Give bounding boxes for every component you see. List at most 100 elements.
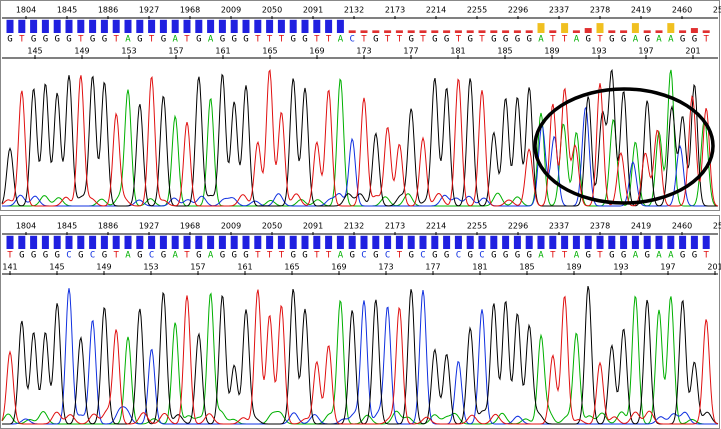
position-label: 1968 xyxy=(180,6,200,15)
quality-bar xyxy=(171,235,179,249)
base-call: G xyxy=(196,35,201,45)
quality-bar xyxy=(572,235,580,249)
quality-bar xyxy=(148,235,156,249)
base-call: G xyxy=(243,35,248,45)
base-call: G xyxy=(432,251,437,261)
position-label: 2378 xyxy=(590,6,610,15)
base-call: G xyxy=(408,35,413,45)
base-call: G xyxy=(243,251,248,261)
quality-bar xyxy=(655,30,663,33)
base-call: A xyxy=(656,251,662,261)
quality-bar xyxy=(77,19,85,33)
quality-bar xyxy=(419,30,427,33)
base-call: C xyxy=(420,251,425,261)
base-number: 177 xyxy=(403,47,418,56)
quality-bar xyxy=(30,19,38,33)
base-call: G xyxy=(290,35,295,45)
traces xyxy=(1,68,719,425)
base-call: T xyxy=(397,251,403,261)
base-number: 145 xyxy=(27,47,42,56)
quality-bar xyxy=(207,235,215,249)
quality-bar xyxy=(584,28,592,33)
base-call: T xyxy=(326,251,332,261)
base-call: A xyxy=(668,35,674,45)
position-label: 2173 xyxy=(385,6,405,15)
quality-bar xyxy=(348,30,356,33)
base-call: G xyxy=(408,251,413,261)
position-label: 2009 xyxy=(221,222,241,231)
highlight-ellipse xyxy=(533,87,715,205)
base-call: A xyxy=(125,35,131,45)
base-number: 201 xyxy=(707,263,721,272)
base-call: G xyxy=(78,251,83,261)
quality-bar xyxy=(313,19,321,33)
quality-bar xyxy=(242,19,250,33)
base-call: G xyxy=(137,251,142,261)
trace xyxy=(1,68,718,207)
quality-bar xyxy=(41,19,49,33)
quality-bar xyxy=(159,235,167,249)
base-number: 157 xyxy=(168,47,183,56)
base-number: 165 xyxy=(284,263,299,272)
quality-bar xyxy=(502,30,510,33)
base-number: 197 xyxy=(660,263,675,272)
base-call: T xyxy=(597,35,603,45)
base-call: G xyxy=(467,251,472,261)
base-call: G xyxy=(692,251,697,261)
quality-bar xyxy=(18,19,26,33)
base-call: A xyxy=(633,35,639,45)
base-call: T xyxy=(255,35,261,45)
base-call: T xyxy=(149,35,155,45)
base-call: G xyxy=(491,35,496,45)
base-call: G xyxy=(526,35,531,45)
base-number: 161 xyxy=(215,47,230,56)
trace xyxy=(1,292,718,425)
quality-bar xyxy=(690,28,698,33)
base-call: C xyxy=(66,251,71,261)
quality-bar xyxy=(289,19,297,33)
base-call: G xyxy=(302,35,307,45)
base-call: G xyxy=(161,251,166,261)
base-call: C xyxy=(349,35,354,45)
quality-bar xyxy=(679,235,687,249)
quality-bar xyxy=(525,30,533,33)
base-call: T xyxy=(703,35,709,45)
base-call: T xyxy=(361,35,367,45)
base-call: G xyxy=(526,251,531,261)
quality-bar xyxy=(631,23,639,33)
quality-bar xyxy=(478,235,486,249)
quality-bar xyxy=(30,235,38,249)
quality-bar xyxy=(65,19,73,33)
base-call: G xyxy=(290,251,295,261)
base-call: A xyxy=(338,35,344,45)
base-call: T xyxy=(550,251,556,261)
base-number: 181 xyxy=(450,47,465,56)
base-number: 153 xyxy=(121,47,136,56)
base-call: T xyxy=(562,35,568,45)
base-call: G xyxy=(349,251,354,261)
quality-bar xyxy=(608,30,616,33)
base-call: G xyxy=(196,251,201,261)
base-number: 149 xyxy=(96,263,111,272)
base-call: T xyxy=(113,35,119,45)
base-call: G xyxy=(54,251,59,261)
quality-bar xyxy=(537,235,545,249)
quality-bar xyxy=(384,30,392,33)
trace xyxy=(1,289,719,425)
trace xyxy=(1,69,719,207)
base-call: T xyxy=(550,35,556,45)
position-label: 2501 xyxy=(713,222,721,231)
position-label: 1968 xyxy=(180,222,200,231)
base-call: A xyxy=(338,251,344,261)
base-call: G xyxy=(491,251,496,261)
quality-bar xyxy=(136,235,144,249)
base-call: T xyxy=(19,35,25,45)
base-number: 185 xyxy=(497,47,512,56)
quality-bar xyxy=(195,19,203,33)
base-call: G xyxy=(137,35,142,45)
base-number: 153 xyxy=(143,263,158,272)
quality-bar xyxy=(183,19,191,33)
base-call: G xyxy=(31,35,36,45)
base-call: G xyxy=(90,35,95,45)
